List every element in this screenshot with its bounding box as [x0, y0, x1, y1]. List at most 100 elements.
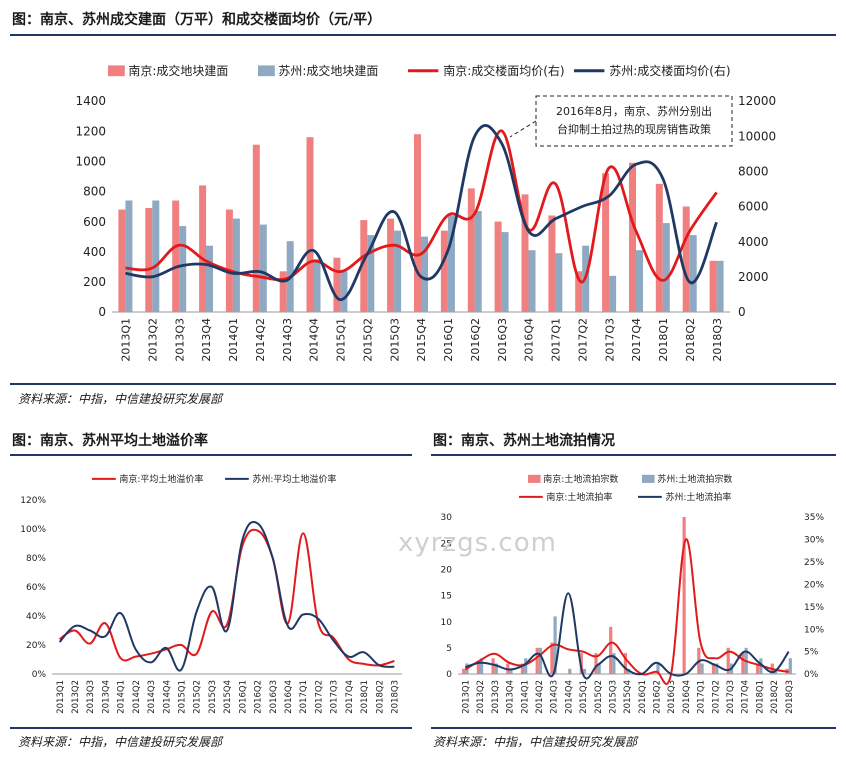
- y2-tick-label: 30%: [804, 536, 824, 546]
- x-tick-label: 2013Q4: [101, 680, 111, 714]
- y2-tick-label: 8000: [738, 165, 769, 179]
- x-tick-label: 2016Q1: [638, 680, 648, 714]
- bar: [689, 235, 697, 312]
- x-tick-label: 2016Q2: [469, 318, 482, 362]
- bar: [313, 259, 321, 313]
- x-tick-label: 2013Q1: [120, 318, 133, 362]
- x-tick-label: 2014Q2: [254, 318, 267, 362]
- x-tick-label: 2013Q2: [476, 680, 486, 714]
- chart2-svg: 0% 20% 40% 60% 80% 100% 120% 2013Q1 2013Q2 2013Q3…: [20, 473, 402, 714]
- bar: [521, 194, 529, 312]
- bar: [509, 668, 513, 674]
- bar: [711, 663, 716, 674]
- bar: [306, 137, 314, 312]
- y2-tick-label: 20%: [804, 580, 824, 590]
- x-tick-label: 2016Q4: [682, 680, 692, 714]
- bar: [555, 253, 563, 312]
- x-tick-label: 2016Q3: [496, 318, 509, 362]
- x-tick-label: 2017Q4: [345, 680, 355, 714]
- bar: [467, 188, 475, 312]
- x-tick-label: 2015Q2: [361, 318, 374, 362]
- legend-swatch: [108, 65, 125, 77]
- bar: [259, 224, 267, 312]
- bar: [232, 218, 240, 312]
- x-tick-label: 2017Q2: [314, 680, 324, 714]
- x-tick-label: 2013Q2: [147, 318, 160, 362]
- bar: [709, 260, 717, 312]
- x-tick-label: 2016Q3: [667, 680, 677, 714]
- bar: [491, 658, 495, 674]
- chart1-title-rule: [10, 34, 836, 36]
- bar: [494, 221, 502, 312]
- x-tick-label: 2013Q1: [461, 680, 471, 714]
- bar: [414, 134, 421, 312]
- y-tick-label: 1400: [75, 94, 106, 108]
- bar: [575, 271, 583, 312]
- bar: [656, 663, 660, 674]
- annotation-leader: [509, 120, 537, 138]
- y-tick-label: 1000: [75, 154, 106, 168]
- series-line: [125, 124, 718, 302]
- y2-tick-label: 0: [738, 305, 746, 319]
- x-tick-label: 2016Q1: [238, 680, 248, 714]
- bar: [716, 260, 724, 312]
- annotation-box: [535, 95, 733, 147]
- chart2-title: 图：南京、苏州平均土地溢价率: [12, 433, 208, 449]
- y-tick-label: 60%: [26, 583, 46, 593]
- bar: [476, 663, 480, 674]
- chart3-title: 图：南京、苏州土地流拍情况: [433, 433, 615, 449]
- legend-swatch: [258, 65, 275, 77]
- chart3-title-rule: [431, 454, 836, 456]
- chart2-source: 资料来源：中指，中信建投研究发展部: [18, 735, 223, 749]
- y-tick-label: 400: [83, 245, 106, 259]
- bar: [118, 209, 126, 312]
- x-tick-label: 2016Q1: [442, 318, 455, 362]
- x-tick-label: 2015Q2: [193, 680, 203, 714]
- x-tick-label: 2018Q2: [375, 680, 385, 714]
- x-tick-label: 2016Q2: [254, 680, 264, 714]
- x-tick-label: 2015Q1: [177, 680, 187, 714]
- bar: [788, 658, 792, 674]
- bar: [333, 257, 341, 312]
- bar: [387, 218, 395, 312]
- bar: [179, 226, 187, 312]
- bar: [609, 626, 613, 674]
- legend-label: 南京:平均土地溢价率: [119, 473, 203, 485]
- x-tick-label: 2014Q2: [132, 680, 142, 714]
- x-tick-label: 2015Q4: [623, 680, 633, 714]
- x-tick-label: 2018Q3: [785, 680, 795, 714]
- bar: [172, 200, 180, 312]
- y-tick-label: 0%: [32, 670, 47, 680]
- y-tick-label: 0: [98, 305, 106, 319]
- bar: [682, 517, 686, 674]
- bar: [609, 275, 617, 312]
- y-tick-label: 80%: [26, 554, 46, 564]
- y-tick-label: 1200: [75, 124, 106, 138]
- bar: [756, 663, 760, 674]
- legend-label: 苏州:平均土地溢价率: [252, 473, 336, 485]
- bar: [612, 653, 616, 674]
- bar: [394, 230, 402, 312]
- x-tick-label: 2017Q3: [603, 318, 616, 362]
- x-tick-label: 2018Q3: [711, 318, 724, 362]
- bar: [360, 220, 368, 312]
- x-tick-label: 2017Q3: [330, 680, 340, 714]
- x-tick-label: 2016Q4: [284, 680, 294, 714]
- bar: [462, 668, 466, 674]
- x-tick-label: 2015Q3: [608, 680, 618, 714]
- series-line: [464, 538, 789, 685]
- watermark: xyrzgs.com: [398, 528, 557, 558]
- bar: [548, 215, 556, 312]
- bar: [145, 208, 153, 312]
- x-tick-label: 2017Q2: [576, 318, 589, 362]
- x-tick-label: 2015Q3: [208, 680, 218, 714]
- y2-tick-label: 25%: [804, 558, 824, 568]
- bar: [225, 209, 233, 312]
- y-tick-label: 40%: [26, 612, 46, 622]
- legend-label: 南京:土地流拍宗数: [543, 473, 618, 485]
- x-tick-label: 2018Q1: [657, 318, 670, 362]
- bar: [524, 658, 528, 674]
- y-tick-label: 15: [441, 592, 452, 602]
- chart3-source: 资料来源：中指，中信建投研究发展部: [433, 735, 638, 749]
- chart1-source-rule: [10, 383, 836, 385]
